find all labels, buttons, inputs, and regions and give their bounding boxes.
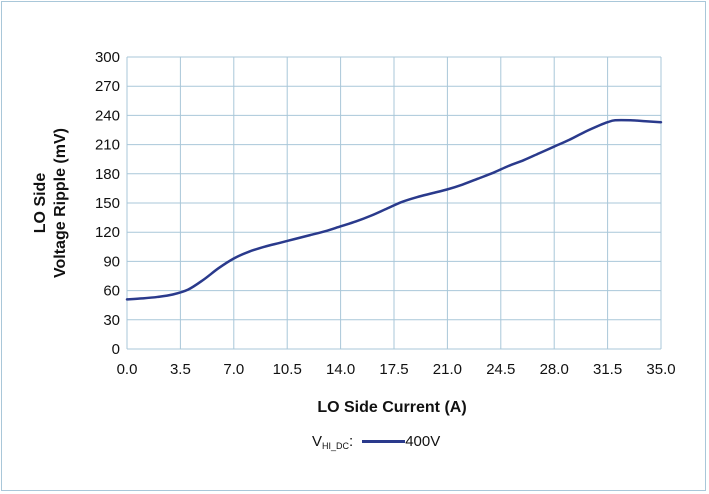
legend-label-sub: HI_DC [322, 441, 350, 451]
x-tick-label: 17.5 [379, 361, 408, 378]
y-tick-label: 270 [95, 78, 120, 95]
y-tick-label: 150 [95, 195, 120, 212]
legend-label-suffix: : [349, 432, 354, 450]
y-tick-label: 90 [103, 253, 120, 270]
legend-swatch-400v [362, 439, 406, 443]
x-tick-label: 7.0 [223, 361, 244, 378]
x-tick-label: 3.5 [170, 361, 191, 378]
y-tick-labels: 0 30 60 90 120 150 180 210 240 270 300 [95, 49, 120, 358]
y-tick-label: 180 [95, 166, 120, 183]
y-axis-title-line2: Voltage Ripple (mV) [52, 128, 69, 278]
x-tick-label: 28.0 [540, 361, 569, 378]
legend: V HI_DC : 400V [312, 429, 440, 453]
x-tick-labels: 0.0 3.5 7.0 10.5 14.0 17.5 21.0 24.5 28.0 31.5 35.… [117, 361, 676, 378]
x-tick-label: 31.5 [593, 361, 622, 378]
y-tick-label: 30 [103, 312, 120, 329]
y-tick-label: 210 [95, 137, 120, 154]
x-tick-label: 21.0 [433, 361, 462, 378]
y-tick-label: 240 [95, 107, 120, 124]
x-tick-label: 14.0 [326, 361, 355, 378]
y-axis-title-line1: LO Side [32, 173, 49, 234]
legend-series-name: 400V [405, 432, 441, 450]
y-tick-label: 120 [95, 224, 120, 241]
y-tick-label: 300 [95, 49, 120, 66]
x-tick-label: 35.0 [646, 361, 675, 378]
y-tick-label: 60 [103, 283, 120, 300]
x-tick-label: 24.5 [486, 361, 515, 378]
grid [126, 56, 662, 350]
x-tick-label: 0.0 [117, 361, 138, 378]
legend-label-main: V [312, 432, 323, 450]
x-tick-label: 10.5 [273, 361, 302, 378]
x-axis-title: LO Side Current (A) [317, 399, 466, 416]
y-tick-label: 0 [112, 341, 120, 358]
series-layer [125, 118, 663, 301]
series-line-400v [125, 118, 663, 301]
